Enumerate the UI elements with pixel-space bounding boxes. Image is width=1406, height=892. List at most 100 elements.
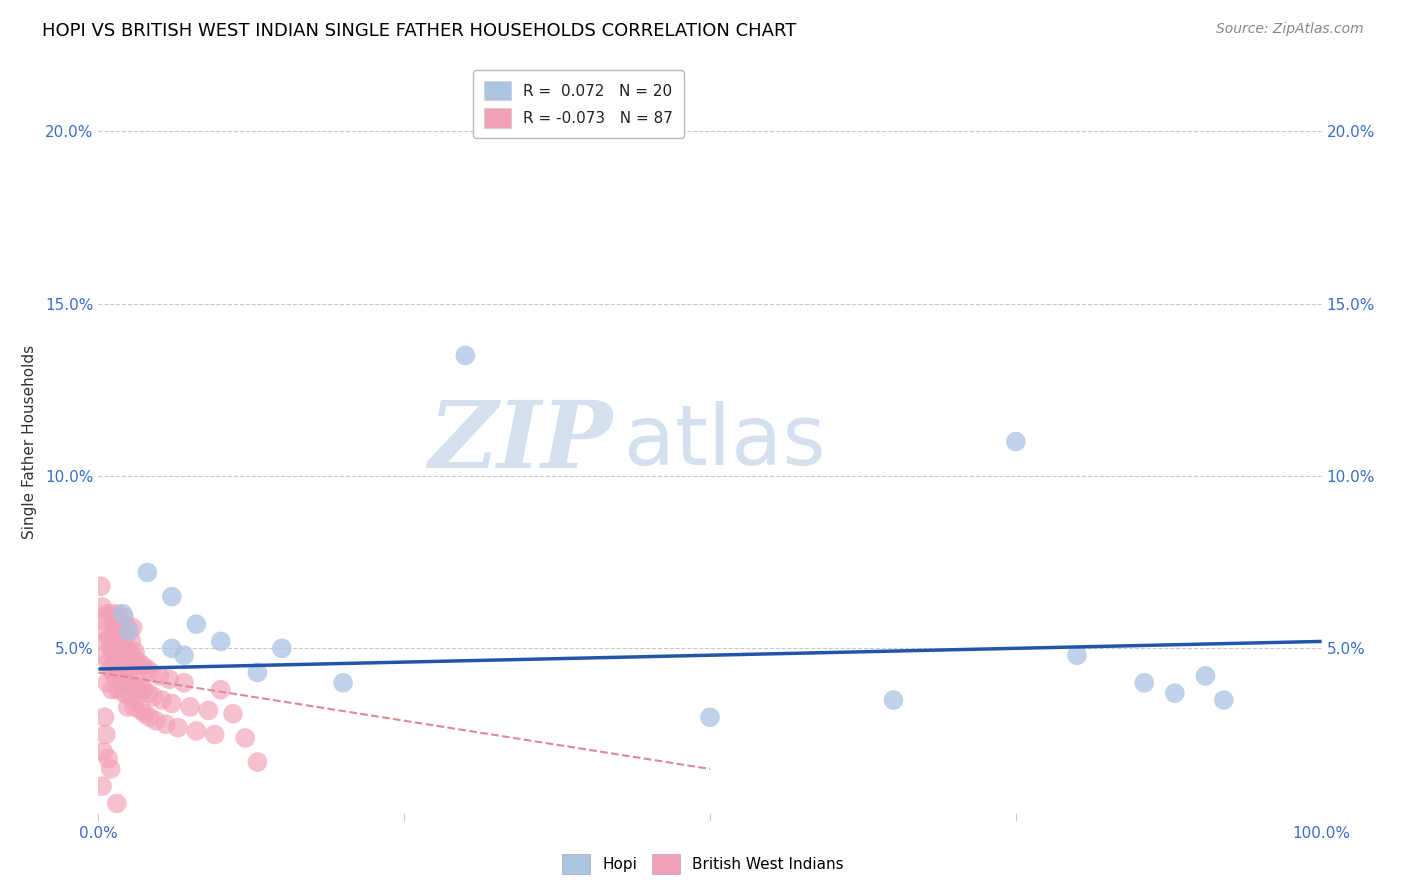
Point — [97, 655, 120, 669]
Point — [93, 710, 115, 724]
Point — [167, 721, 190, 735]
Point — [179, 699, 201, 714]
Point — [101, 624, 124, 639]
Point — [120, 690, 142, 704]
Point — [112, 686, 135, 700]
Point — [111, 662, 134, 676]
Point — [1212, 693, 1234, 707]
Point — [139, 665, 162, 680]
Point — [105, 665, 128, 680]
Point — [121, 648, 143, 663]
Point — [118, 624, 141, 639]
Point — [197, 703, 219, 717]
Point — [209, 634, 232, 648]
Point — [91, 599, 114, 614]
Point — [270, 641, 294, 656]
Point — [94, 634, 117, 648]
Point — [204, 727, 226, 741]
Point — [112, 610, 135, 624]
Point — [150, 693, 173, 707]
Point — [173, 648, 195, 663]
Point — [105, 634, 128, 648]
Point — [209, 682, 232, 697]
Point — [117, 699, 139, 714]
Point — [149, 669, 172, 683]
Point — [131, 658, 153, 673]
Point — [111, 617, 134, 632]
Legend: Hopi, British West Indians: Hopi, British West Indians — [557, 848, 849, 880]
Point — [101, 682, 124, 697]
Point — [233, 731, 256, 745]
Point — [125, 690, 148, 704]
Point — [101, 607, 124, 621]
Point — [91, 745, 114, 759]
Point — [1004, 434, 1026, 449]
Point — [104, 648, 127, 663]
Point — [117, 621, 139, 635]
Point — [94, 727, 117, 741]
Point — [108, 651, 131, 665]
Point — [103, 641, 125, 656]
Point — [136, 566, 159, 580]
Point — [118, 669, 141, 683]
Point — [93, 648, 115, 663]
Point — [108, 627, 131, 641]
Point — [222, 706, 245, 721]
Point — [134, 706, 156, 721]
Point — [142, 690, 165, 704]
Point — [1164, 686, 1187, 700]
Point — [124, 645, 146, 659]
Text: ZIP: ZIP — [427, 397, 612, 486]
Point — [114, 631, 136, 645]
Point — [100, 762, 122, 776]
Point — [138, 686, 160, 700]
Point — [115, 675, 138, 690]
Point — [103, 669, 125, 683]
Point — [93, 614, 115, 628]
Point — [246, 665, 269, 680]
Point — [111, 634, 134, 648]
Point — [114, 655, 136, 669]
Point — [155, 717, 177, 731]
Point — [1133, 675, 1156, 690]
Point — [883, 693, 905, 707]
Point — [122, 699, 145, 714]
Point — [100, 641, 122, 656]
Text: Source: ZipAtlas.com: Source: ZipAtlas.com — [1216, 22, 1364, 37]
Point — [120, 634, 142, 648]
Point — [110, 673, 132, 687]
Point — [246, 755, 269, 769]
Point — [120, 658, 142, 673]
Point — [1194, 669, 1216, 683]
Point — [127, 682, 149, 697]
Point — [332, 675, 354, 690]
Point — [173, 675, 195, 690]
Point — [186, 617, 208, 632]
Point — [90, 579, 112, 593]
Point — [120, 679, 142, 693]
Point — [111, 607, 134, 621]
Point — [132, 682, 155, 697]
Point — [129, 703, 152, 717]
Point — [139, 710, 162, 724]
Point — [1066, 648, 1088, 663]
Legend: R =  0.072   N = 20, R = -0.073   N = 87: R = 0.072 N = 20, R = -0.073 N = 87 — [472, 70, 683, 138]
Text: atlas: atlas — [624, 401, 827, 482]
Point — [105, 797, 128, 811]
Point — [160, 697, 183, 711]
Point — [160, 590, 183, 604]
Point — [91, 779, 114, 793]
Point — [97, 751, 120, 765]
Point — [128, 655, 150, 669]
Point — [101, 658, 124, 673]
Point — [107, 682, 129, 697]
Text: HOPI VS BRITISH WEST INDIAN SINGLE FATHER HOUSEHOLDS CORRELATION CHART: HOPI VS BRITISH WEST INDIAN SINGLE FATHE… — [42, 22, 797, 40]
Point — [124, 669, 146, 683]
Point — [105, 621, 128, 635]
Point — [91, 624, 114, 639]
Point — [125, 658, 148, 673]
Point — [121, 621, 143, 635]
Point — [145, 714, 167, 728]
Point — [699, 710, 721, 724]
Point — [157, 673, 180, 687]
